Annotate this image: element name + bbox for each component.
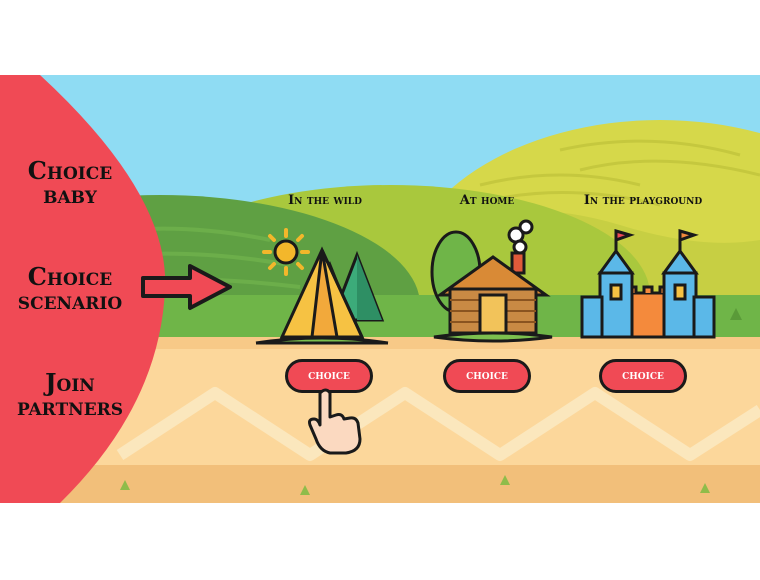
hand-pointer-icon — [308, 388, 362, 455]
choice-button-home[interactable]: choice — [443, 359, 531, 393]
tent-icon[interactable] — [252, 225, 392, 347]
castle-icon[interactable] — [578, 225, 718, 345]
menu-item-line2: baby — [43, 180, 97, 209]
menu-item-line1: Join — [45, 368, 95, 397]
menu-item-line2: partners — [16, 392, 124, 421]
choice-button-playground[interactable]: choice — [599, 359, 687, 393]
menu-item-choice-scenario[interactable]: Choice scenario — [0, 265, 140, 313]
scenario-title-playground: In the playground — [583, 193, 703, 208]
game-scene: Choice baby Choice scenario Join partner… — [0, 75, 760, 503]
menu-item-line2: scenario — [17, 286, 123, 315]
log-cabin-icon[interactable] — [428, 217, 558, 347]
arrow-right-icon — [141, 264, 232, 310]
menu-item-line1: Choice — [27, 156, 113, 185]
scenario-title-wild: In the wild — [288, 193, 362, 208]
menu-item-join-partners[interactable]: Join partners — [0, 371, 140, 419]
menu-panel — [0, 75, 166, 503]
menu-item-choice-baby[interactable]: Choice baby — [0, 159, 140, 207]
menu-item-line1: Choice — [27, 262, 113, 291]
scenario-title-home: At home — [459, 193, 515, 208]
